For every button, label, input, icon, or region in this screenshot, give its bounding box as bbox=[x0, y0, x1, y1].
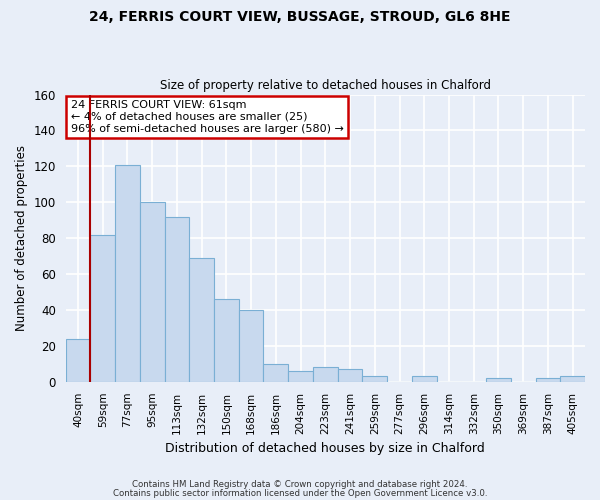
Bar bbox=[536, 378, 560, 382]
Bar bbox=[412, 376, 437, 382]
Bar bbox=[263, 364, 288, 382]
Bar bbox=[65, 338, 91, 382]
Bar bbox=[115, 164, 140, 382]
Bar bbox=[140, 202, 164, 382]
X-axis label: Distribution of detached houses by size in Chalford: Distribution of detached houses by size … bbox=[166, 442, 485, 455]
Bar bbox=[313, 368, 338, 382]
Text: Contains HM Land Registry data © Crown copyright and database right 2024.: Contains HM Land Registry data © Crown c… bbox=[132, 480, 468, 489]
Bar bbox=[239, 310, 263, 382]
Bar bbox=[164, 216, 190, 382]
Text: 24 FERRIS COURT VIEW: 61sqm
← 4% of detached houses are smaller (25)
96% of semi: 24 FERRIS COURT VIEW: 61sqm ← 4% of deta… bbox=[71, 100, 344, 134]
Y-axis label: Number of detached properties: Number of detached properties bbox=[15, 145, 28, 331]
Bar bbox=[362, 376, 387, 382]
Bar bbox=[486, 378, 511, 382]
Bar bbox=[288, 371, 313, 382]
Bar bbox=[91, 234, 115, 382]
Bar bbox=[338, 370, 362, 382]
Text: 24, FERRIS COURT VIEW, BUSSAGE, STROUD, GL6 8HE: 24, FERRIS COURT VIEW, BUSSAGE, STROUD, … bbox=[89, 10, 511, 24]
Bar bbox=[560, 376, 585, 382]
Title: Size of property relative to detached houses in Chalford: Size of property relative to detached ho… bbox=[160, 79, 491, 92]
Bar bbox=[190, 258, 214, 382]
Text: Contains public sector information licensed under the Open Government Licence v3: Contains public sector information licen… bbox=[113, 490, 487, 498]
Bar bbox=[214, 299, 239, 382]
